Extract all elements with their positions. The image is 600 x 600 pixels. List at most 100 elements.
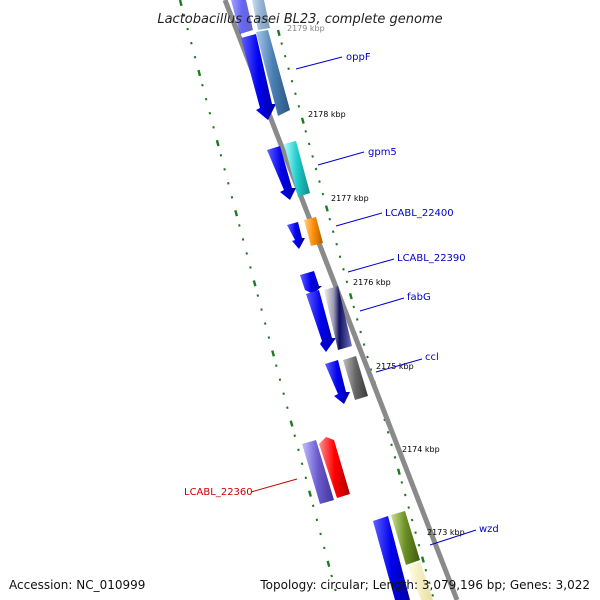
minor-tick-mark <box>330 574 333 578</box>
accession-label: Accession: NC_010999 <box>9 578 146 592</box>
leader-wzd <box>429 529 477 546</box>
minor-tick-mark <box>311 504 315 508</box>
minor-tick-mark <box>294 92 297 96</box>
major-tick-mark <box>289 420 294 427</box>
gene-oppF <box>256 30 290 116</box>
minor-tick-mark <box>338 255 342 259</box>
leader-ccl <box>375 358 423 373</box>
minor-tick-mark <box>335 242 338 246</box>
minor-tick-mark <box>304 130 307 133</box>
minor-tick-mark <box>182 13 186 17</box>
minor-tick-mark <box>193 55 197 59</box>
gene-ccl <box>343 356 368 400</box>
gene-partial-top-blue <box>231 0 253 34</box>
leader-fabG <box>359 297 405 312</box>
minor-tick-mark <box>190 41 193 45</box>
gene-label-oppF[interactable]: oppF <box>346 52 371 63</box>
minor-tick-mark <box>208 111 212 115</box>
leader-LCABL_22400 <box>335 212 383 227</box>
minor-tick-mark <box>282 392 285 395</box>
major-tick-mark <box>197 69 202 77</box>
minor-tick-mark <box>238 224 241 227</box>
minor-tick-mark <box>223 168 226 171</box>
minor-tick-mark <box>293 434 296 438</box>
major-tick-mark <box>396 468 401 475</box>
gene-gpm5-forward <box>267 146 296 200</box>
major-tick-mark <box>234 210 239 217</box>
major-tick-mark <box>300 117 305 124</box>
minor-tick-mark <box>230 196 234 199</box>
minor-tick-mark <box>315 518 319 522</box>
minor-tick-mark <box>390 443 393 447</box>
minor-tick-mark <box>410 518 414 522</box>
gene-partial-bottom-cream <box>408 562 433 600</box>
major-tick-mark <box>215 139 220 147</box>
minor-tick-mark <box>319 532 322 536</box>
minor-tick-mark <box>359 330 362 334</box>
major-tick-mark <box>271 350 275 357</box>
gene-wzd <box>391 511 420 565</box>
minor-tick-mark <box>286 406 289 410</box>
minor-tick-mark <box>304 476 308 480</box>
minor-tick-mark <box>297 104 301 108</box>
tick-label-2173: 2173 kbp <box>427 528 465 537</box>
major-tick-mark <box>178 0 183 7</box>
minor-tick-mark <box>331 230 335 234</box>
minor-tick-mark <box>393 456 397 459</box>
outer-tick-track-left <box>178 0 337 592</box>
minor-tick-mark <box>204 97 208 101</box>
minor-tick-mark <box>323 546 326 550</box>
gene-oppF-forward <box>241 34 276 120</box>
gene-label-LCABL_22360[interactable]: LCABL_22360 <box>184 487 253 498</box>
minor-tick-mark <box>362 343 366 346</box>
tick-label-2179: 2179 kbp <box>287 24 325 33</box>
gene-label-wzd[interactable]: wzd <box>479 524 499 535</box>
major-tick-mark <box>324 205 329 212</box>
major-tick-mark <box>420 556 425 563</box>
gene-label-ccl[interactable]: ccl <box>425 352 439 363</box>
gene-label-fabG[interactable]: fabG <box>407 292 431 303</box>
gene-fabG <box>324 286 352 350</box>
minor-tick-mark <box>424 568 428 572</box>
major-tick-mark <box>326 560 331 567</box>
leader-LCABL_22390 <box>347 258 395 273</box>
gene-LCABL_22390 <box>300 271 322 294</box>
tick-label-2176: 2176 kbp <box>353 278 391 287</box>
minor-tick-mark <box>345 280 349 284</box>
gene-label-LCABL_22400[interactable]: LCABL_22400 <box>385 208 454 219</box>
gene-LCABL_22360-purple <box>302 440 334 504</box>
minor-tick-mark <box>400 481 404 484</box>
minor-tick-mark <box>328 217 332 221</box>
minor-tick-mark <box>290 79 294 83</box>
gene-label-gpm5[interactable]: gpm5 <box>368 147 397 158</box>
minor-tick-mark <box>428 581 431 585</box>
minor-tick-mark <box>407 506 410 509</box>
minor-tick-mark <box>227 182 230 185</box>
minor-tick-mark <box>212 125 215 129</box>
minor-tick-mark <box>275 364 278 367</box>
gene-fabG-forward <box>306 290 336 352</box>
tick-label-2178: 2178 kbp <box>308 110 346 119</box>
map-title: Lactobacillus casei BL23, complete genom… <box>157 12 442 27</box>
minor-tick-mark <box>300 462 304 466</box>
major-tick-mark <box>308 490 312 497</box>
minor-tick-mark <box>307 142 311 146</box>
genome-summary: Topology: circular; Length: 3,079,196 bp… <box>260 578 590 592</box>
minor-tick-mark <box>280 42 283 45</box>
minor-tick-mark <box>186 27 189 31</box>
minor-tick-mark <box>219 153 223 157</box>
gene-partial-top-steel <box>252 0 270 30</box>
gene-gpm5 <box>284 141 310 197</box>
minor-tick-mark <box>267 336 271 339</box>
inner-tick-track-right <box>276 29 434 597</box>
gene-label-LCABL_22390[interactable]: LCABL_22390 <box>397 253 466 264</box>
minor-tick-mark <box>314 167 318 171</box>
minor-tick-mark <box>311 155 314 158</box>
minor-tick-mark <box>369 368 373 371</box>
gene-LCABL_22360 <box>319 437 350 498</box>
major-tick-mark <box>348 292 353 300</box>
minor-tick-mark <box>352 305 356 309</box>
minor-tick-mark <box>404 493 407 497</box>
minor-tick-mark <box>245 252 248 255</box>
